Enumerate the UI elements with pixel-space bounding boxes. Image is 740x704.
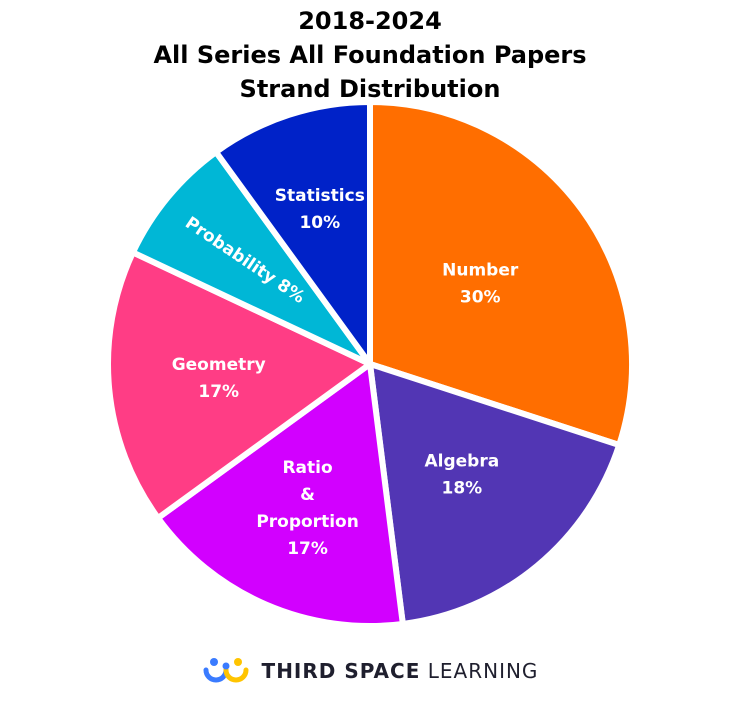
chart-title-line-1: 2018-2024: [298, 7, 442, 35]
pie-slice-probability: [129, 149, 373, 367]
chart-title-line-2: All Series All Foundation Papers: [153, 41, 587, 69]
pie-label-geometry: Geometry 17%: [172, 355, 266, 402]
pie-slice-algebra: [367, 361, 623, 627]
chart-title-line-3: Strand Distribution: [239, 75, 501, 103]
pie-slice-statistics: [213, 99, 373, 367]
pie-slice-geometry: [105, 249, 373, 521]
pie-label-statistics: Statistics 10%: [275, 186, 365, 233]
footer-brand: THIRD SPACE LEARNING: [0, 653, 740, 689]
brand-name-bold: THIRD SPACE: [261, 659, 421, 683]
pie-slice-number: [367, 99, 635, 448]
pie-label-algebra: Algebra 18%: [424, 452, 499, 499]
pie-label-ratio-proportion: Ratio & Proportion 17%: [256, 458, 359, 559]
brand-name-light: LEARNING: [427, 659, 539, 683]
chart-title: 2018-2024 All Series All Foundation Pape…: [0, 4, 740, 106]
pie-slice-ratio-proportion: [155, 361, 406, 629]
third-space-logo-icon: [203, 658, 249, 683]
pie-label-number: Number 30%: [442, 260, 519, 307]
brand-name: THIRD SPACE LEARNING: [262, 659, 539, 683]
